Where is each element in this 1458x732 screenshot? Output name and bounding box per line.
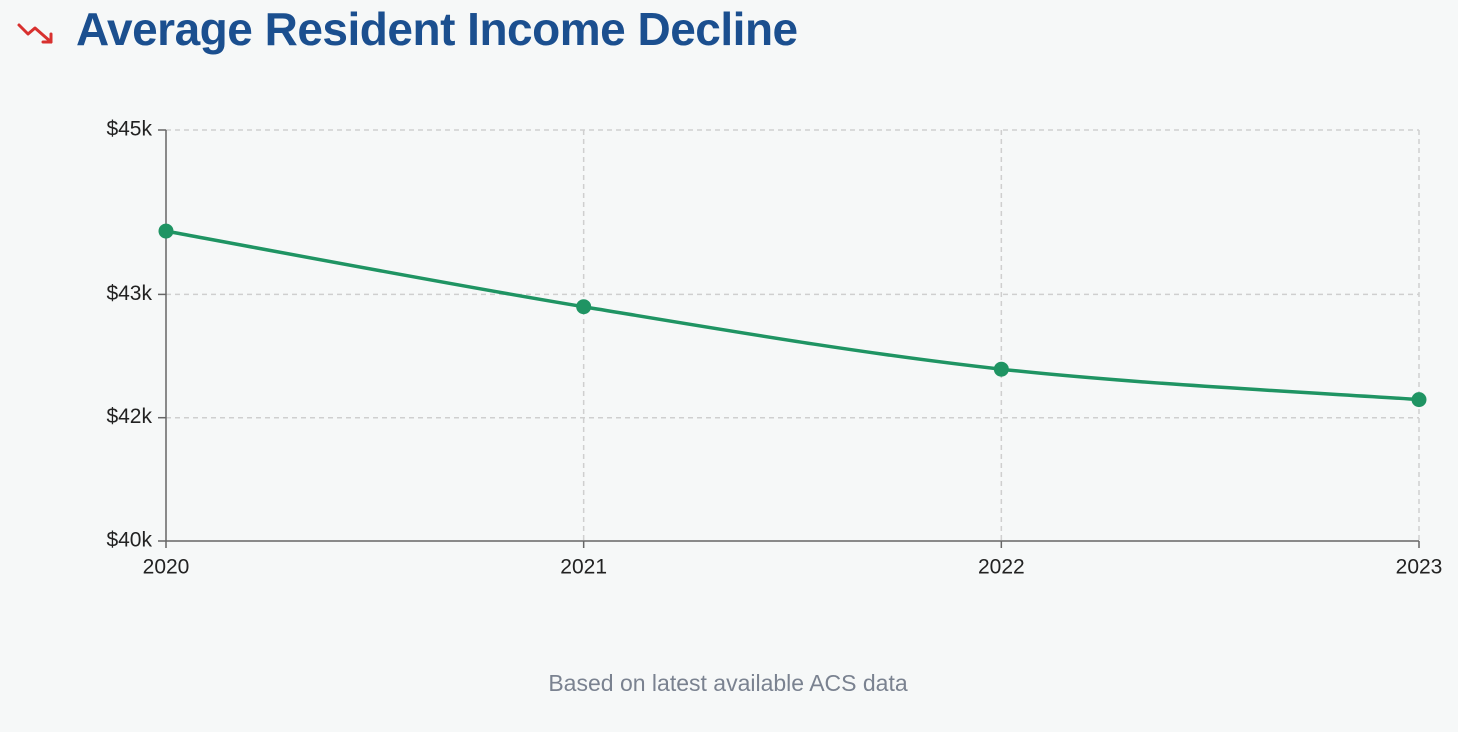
y-tick-label: $45k <box>106 118 152 141</box>
x-tick-label: 2021 <box>560 556 607 579</box>
y-tick-label: $40k <box>106 529 152 552</box>
x-tick-label: 2022 <box>978 556 1025 579</box>
trend-icon <box>17 23 53 44</box>
x-tick-label: 2020 <box>143 556 190 579</box>
y-tick-label: $42k <box>106 405 152 428</box>
point <box>993 361 1009 377</box>
chart-title: Average Resident Income Decline <box>76 3 798 55</box>
y-tick-label: $43k <box>106 282 152 305</box>
point <box>1411 392 1427 408</box>
point <box>158 223 174 239</box>
footnote: Based on latest available ACS data <box>548 670 908 696</box>
line <box>165 229 1420 402</box>
x-tick-label: 2023 <box>1396 556 1443 579</box>
point <box>576 299 592 315</box>
